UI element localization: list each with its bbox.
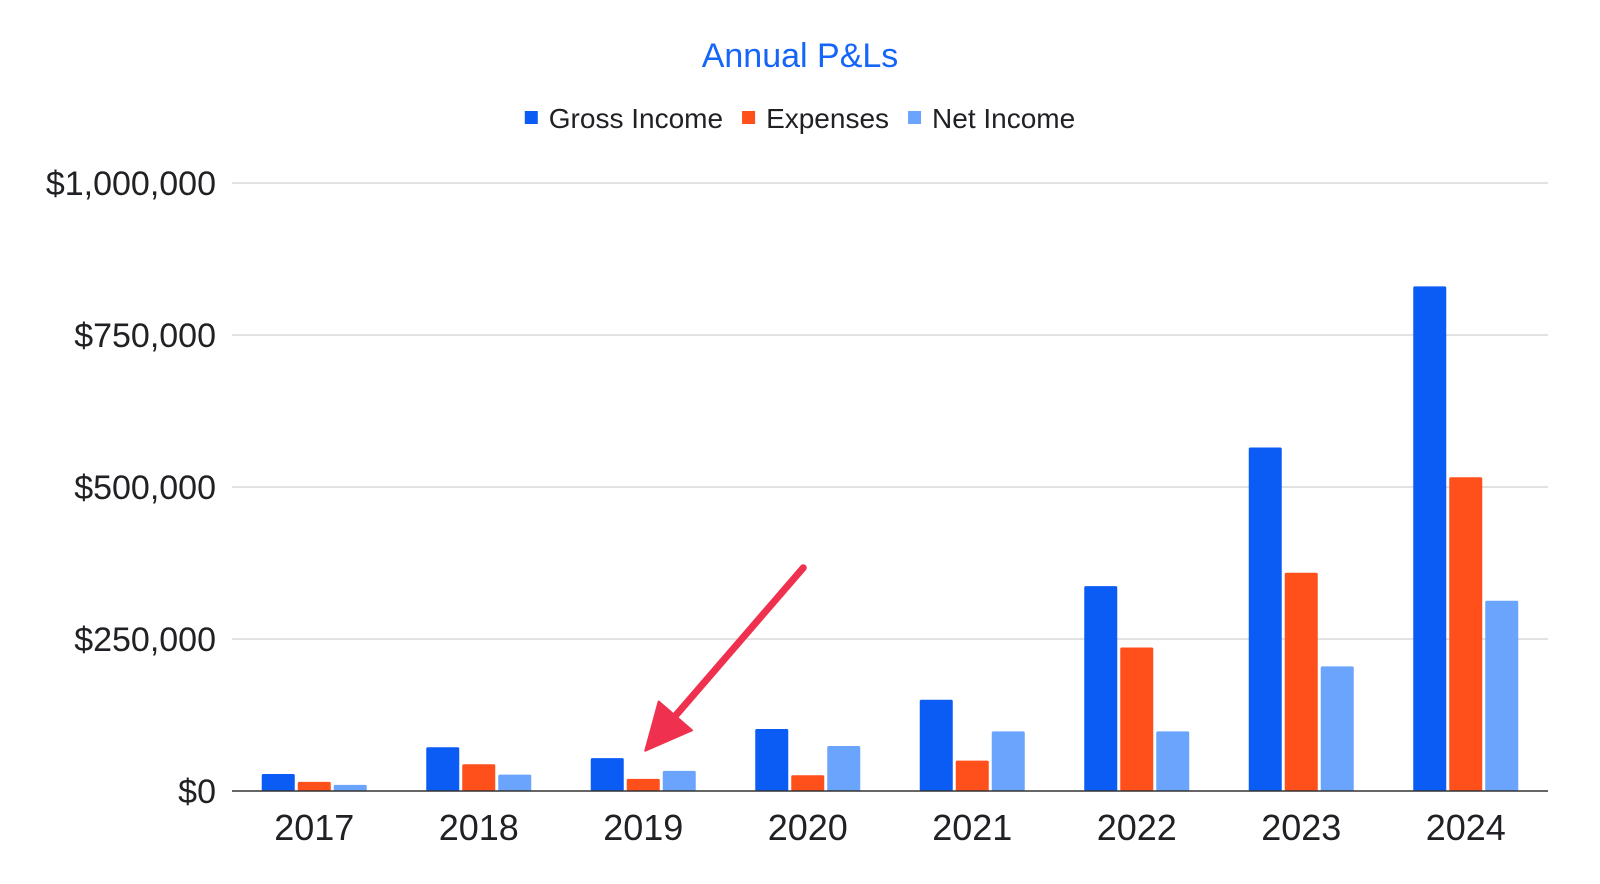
x-tick-label: 2022 — [1097, 807, 1177, 848]
legend-swatch — [742, 111, 756, 124]
x-tick-label: 2021 — [932, 807, 1012, 848]
y-tick-label: $250,000 — [74, 621, 216, 659]
bar-net-income-2024 — [1485, 600, 1519, 791]
bar-net-income-2019 — [662, 770, 696, 791]
legend-swatch — [908, 111, 922, 124]
chart-title: Annual P&Ls — [702, 37, 899, 75]
bar-expenses-2020 — [791, 775, 825, 791]
y-axis-ticks: $0 $250,000 $500,000 $750,000 $1,000,000 — [46, 165, 216, 811]
bar-net-income-2018 — [498, 774, 532, 791]
arrow-head — [644, 700, 693, 752]
bar-gross-income-2023 — [1248, 447, 1282, 791]
legend-item: Expenses — [742, 103, 889, 134]
bar-gross-income-2022 — [1084, 586, 1118, 791]
legend-label: Expenses — [766, 103, 889, 134]
x-tick-label: 2017 — [274, 807, 354, 848]
bar-expenses-2022 — [1120, 647, 1154, 791]
arrow-shaft — [671, 564, 807, 720]
bar-net-income-2022 — [1156, 731, 1190, 791]
bar-gross-income-2021 — [919, 699, 953, 791]
legend-label: Gross Income — [549, 103, 723, 134]
bar-expenses-2023 — [1284, 572, 1318, 791]
bar-expenses-2024 — [1449, 477, 1483, 791]
x-tick-label: 2023 — [1261, 807, 1341, 848]
bar-net-income-2023 — [1320, 666, 1354, 791]
y-tick-label: $1,000,000 — [46, 165, 216, 203]
bar-expenses-2017 — [297, 781, 331, 791]
x-tick-label: 2020 — [768, 807, 848, 848]
x-tick-label: 2019 — [603, 807, 683, 848]
bar-gross-income-2020 — [755, 728, 789, 791]
bar-expenses-2019 — [626, 778, 660, 791]
bar-gross-income-2024 — [1413, 286, 1447, 791]
bar-expenses-2018 — [462, 764, 496, 791]
legend-label: Net Income — [932, 103, 1075, 134]
bar-gross-income-2019 — [590, 758, 624, 791]
bars — [261, 286, 1519, 791]
x-tick-label: 2018 — [439, 807, 519, 848]
y-tick-label: $500,000 — [74, 469, 216, 507]
x-tick-label: 2024 — [1426, 807, 1506, 848]
bar-net-income-2017 — [333, 784, 367, 791]
legend-item: Net Income — [908, 103, 1075, 134]
bar-gross-income-2018 — [426, 747, 460, 791]
legend-item: Gross Income — [524, 103, 723, 134]
bar-gross-income-2017 — [261, 773, 295, 791]
y-tick-label: $0 — [178, 773, 216, 811]
legend: Gross Income Expenses Net Income — [524, 103, 1075, 134]
annotation-arrow — [644, 564, 807, 752]
bar-net-income-2020 — [827, 746, 861, 791]
legend-swatch — [524, 111, 538, 124]
bar-expenses-2021 — [955, 760, 989, 791]
y-tick-label: $750,000 — [74, 317, 216, 355]
gridlines — [232, 182, 1548, 640]
x-axis-ticks: 2017 2018 2019 2020 2021 2022 2023 2024 — [274, 807, 1506, 848]
bar-net-income-2021 — [991, 731, 1025, 791]
